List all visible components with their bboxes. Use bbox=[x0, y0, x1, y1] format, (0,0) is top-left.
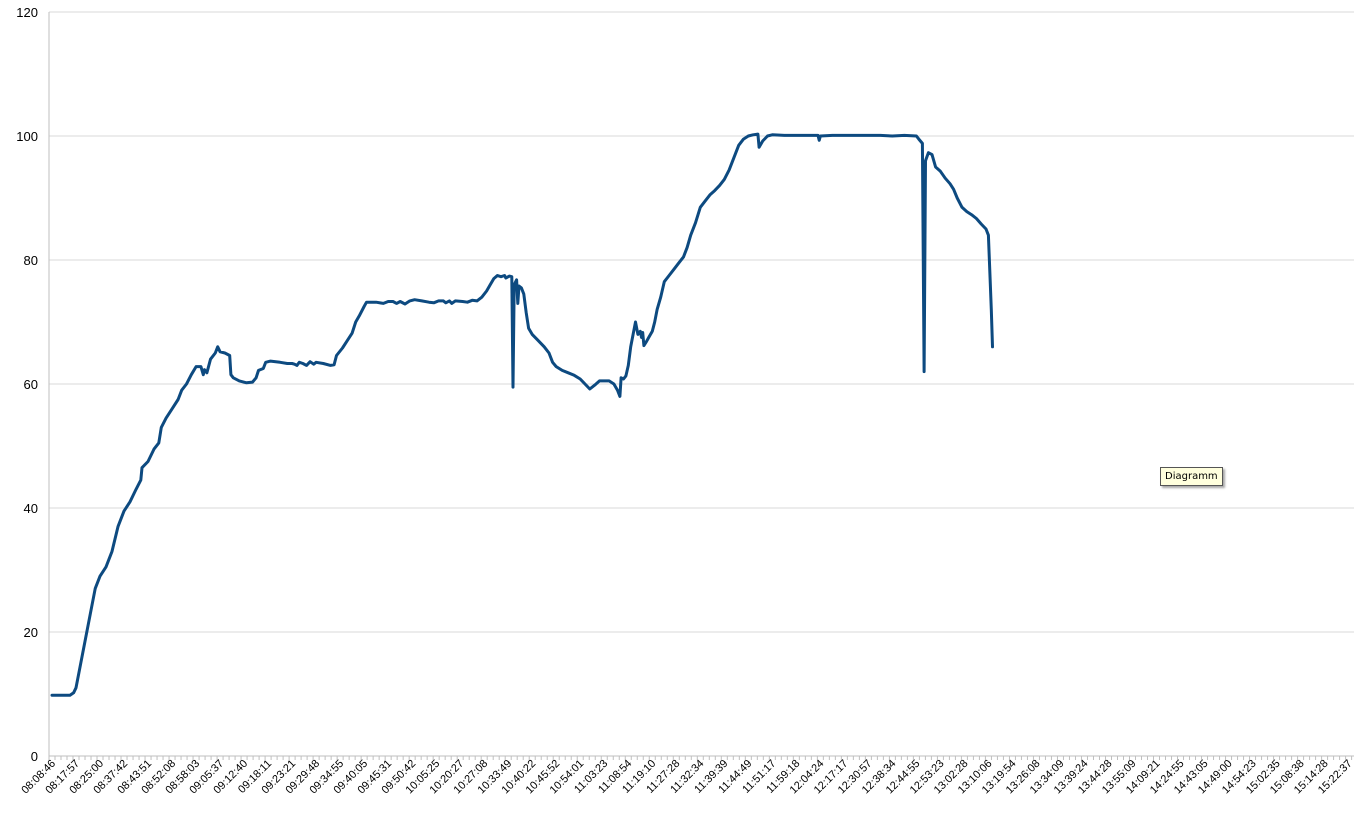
axes bbox=[48, 12, 1354, 760]
series bbox=[50, 132, 994, 697]
y-tick-label: 40 bbox=[24, 501, 38, 516]
y-axis-ticks: 0 20 40 60 80 100 120 bbox=[16, 5, 38, 764]
series-line-0 bbox=[50, 132, 994, 697]
y-tick-label: 0 bbox=[31, 749, 38, 764]
y-tick-label: 20 bbox=[24, 625, 38, 640]
chart-tooltip: Diagramm bbox=[1160, 467, 1223, 486]
gridlines bbox=[49, 11, 1354, 757]
y-tick-label: 120 bbox=[16, 5, 38, 20]
x-axis-ticks: 08:08:4608:17:5708:25:0008:37:4208:43:51… bbox=[19, 758, 1354, 797]
y-tick-label: 100 bbox=[16, 129, 38, 144]
y-tick-label: 60 bbox=[24, 377, 38, 392]
y-tick-label: 80 bbox=[24, 253, 38, 268]
